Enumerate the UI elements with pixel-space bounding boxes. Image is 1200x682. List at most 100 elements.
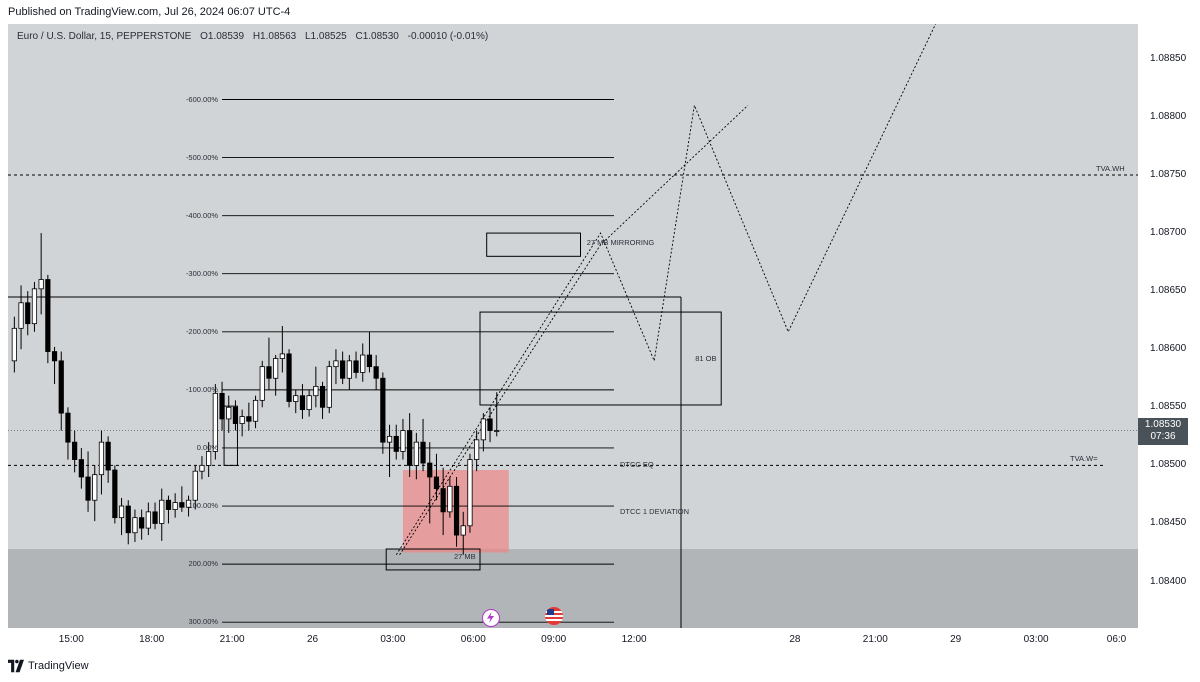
zone-box bbox=[480, 312, 721, 405]
candle-body bbox=[441, 489, 445, 512]
candle-body bbox=[381, 378, 385, 442]
price-axis[interactable]: 1.08400 1.08450 1.08500 1.08550 1.08600 1.086… bbox=[1138, 24, 1200, 628]
zone-box bbox=[487, 233, 581, 256]
price-tick-label: 1.08600 bbox=[1150, 343, 1186, 354]
tradingview-logo-icon bbox=[8, 659, 24, 673]
price-tick-label: 1.08550 bbox=[1150, 401, 1186, 412]
candle-body bbox=[72, 442, 76, 459]
bar-countdown: 07:36 bbox=[1138, 431, 1188, 443]
candle-body bbox=[387, 436, 391, 442]
candle-body bbox=[287, 354, 291, 402]
mb27-label: 27 MB bbox=[454, 552, 476, 561]
fib-level-label: 200.00% bbox=[168, 559, 218, 568]
candle-body bbox=[327, 367, 331, 408]
time-tick-label: 28 bbox=[789, 634, 800, 645]
candle-body bbox=[468, 460, 472, 526]
legend-high: H1.08563 bbox=[253, 31, 296, 42]
candle-body bbox=[119, 506, 123, 518]
candle-body bbox=[454, 486, 458, 535]
candle-body bbox=[227, 407, 231, 419]
candle-body bbox=[26, 303, 30, 324]
us-flag-event-icon[interactable] bbox=[545, 607, 563, 625]
chart-plot-area[interactable]: Euro / U.S. Dollar, 15, PEPPERSTONE O1.0… bbox=[8, 24, 1138, 628]
candle-body bbox=[19, 303, 23, 329]
legend-low: L1.08525 bbox=[305, 31, 347, 42]
time-tick-label: 03:00 bbox=[380, 634, 405, 645]
candle-body bbox=[361, 355, 365, 372]
candle-body bbox=[401, 431, 405, 452]
price-tick-label: 1.08650 bbox=[1150, 285, 1186, 296]
candle-body bbox=[206, 451, 210, 465]
time-tick-label: 26 bbox=[307, 634, 318, 645]
candle-body bbox=[46, 280, 50, 352]
price-tick-label: 1.08850 bbox=[1150, 53, 1186, 64]
candle-body bbox=[448, 486, 452, 512]
price-tick-label: 1.08700 bbox=[1150, 227, 1186, 238]
time-tick-label: 12:00 bbox=[622, 634, 647, 645]
price-tick-label: 1.08750 bbox=[1150, 169, 1186, 180]
candle-body bbox=[367, 355, 371, 367]
dtcc-eq-label: DTCC EQ bbox=[620, 460, 654, 469]
legend-change: -0.00010 (-0.01%) bbox=[408, 31, 489, 42]
fib-level-label: -500.00% bbox=[168, 153, 218, 162]
candle-body bbox=[39, 280, 43, 289]
candle-body bbox=[153, 512, 157, 524]
fib-level-label: 0.00% bbox=[168, 443, 218, 452]
lightning-event-icon[interactable] bbox=[482, 609, 500, 627]
fib-level-label: -100.00% bbox=[168, 385, 218, 394]
candle-body bbox=[300, 396, 304, 410]
fib-level-label: -300.00% bbox=[168, 269, 218, 278]
current-price-value: 1.08530 bbox=[1138, 419, 1188, 431]
candle-body bbox=[354, 361, 358, 373]
candle-body bbox=[12, 328, 16, 361]
symbol-legend: Euro / U.S. Dollar, 15, PEPPERSTONE O1.0… bbox=[17, 31, 494, 42]
time-tick-label: 03:00 bbox=[1024, 634, 1049, 645]
candle-body bbox=[79, 460, 83, 477]
candle-body bbox=[347, 361, 351, 378]
candle-body bbox=[267, 367, 271, 379]
price-tick-label: 1.08400 bbox=[1150, 576, 1186, 587]
candle-body bbox=[193, 471, 197, 500]
candle-body bbox=[273, 359, 277, 379]
candle-body bbox=[407, 431, 411, 466]
candle-body bbox=[314, 386, 318, 395]
candle-body bbox=[66, 413, 70, 442]
candle-body bbox=[307, 396, 311, 410]
mb27-mirroring-label: 27 MB MIRRORING bbox=[587, 238, 655, 247]
candle-body bbox=[394, 436, 398, 451]
candle-body bbox=[32, 289, 36, 324]
candle-body bbox=[200, 465, 204, 471]
candle-body bbox=[260, 367, 264, 401]
candle-body bbox=[86, 477, 90, 500]
price-tick-label: 1.08800 bbox=[1150, 111, 1186, 122]
legend-symbol: Euro / U.S. Dollar, 15, PEPPERSTONE bbox=[17, 31, 191, 42]
time-tick-label: 21:00 bbox=[863, 634, 888, 645]
candle-body bbox=[133, 518, 137, 533]
candle-body bbox=[434, 477, 438, 489]
time-tick-label: 06:0 bbox=[1107, 634, 1126, 645]
time-axis[interactable]: 15:00 18:00 21:00 26 03:00 06:00 09:00 12:00 28 2… bbox=[8, 628, 1138, 650]
fib-level-label: -600.00% bbox=[168, 95, 218, 104]
candle-body bbox=[253, 400, 257, 421]
dtcc-deviation-label: DTCC 1 DEVIATION bbox=[620, 507, 689, 516]
candle-body bbox=[240, 417, 244, 424]
candle-body bbox=[52, 352, 56, 361]
fib-level-label: 300.00% bbox=[168, 617, 218, 626]
candle-body bbox=[428, 463, 432, 477]
candle-body bbox=[160, 500, 164, 523]
tva-wh-label: TVA.WH bbox=[1096, 164, 1125, 173]
candle-body bbox=[106, 442, 110, 470]
candle-body bbox=[113, 470, 117, 518]
time-tick-label: 06:00 bbox=[461, 634, 486, 645]
candle-body bbox=[139, 518, 143, 528]
price-tick-label: 1.08450 bbox=[1150, 517, 1186, 528]
candle-body bbox=[146, 512, 150, 528]
published-header: Published on TradingView.com, Jul 26, 20… bbox=[0, 0, 1200, 24]
candle-body bbox=[59, 361, 63, 413]
footer: TradingView bbox=[0, 650, 1200, 682]
published-text: Published on TradingView.com, Jul 26, 20… bbox=[8, 6, 290, 18]
candle-body bbox=[93, 475, 97, 501]
candle-body bbox=[414, 442, 418, 465]
candle-body bbox=[495, 431, 499, 432]
candle-body bbox=[320, 386, 324, 407]
